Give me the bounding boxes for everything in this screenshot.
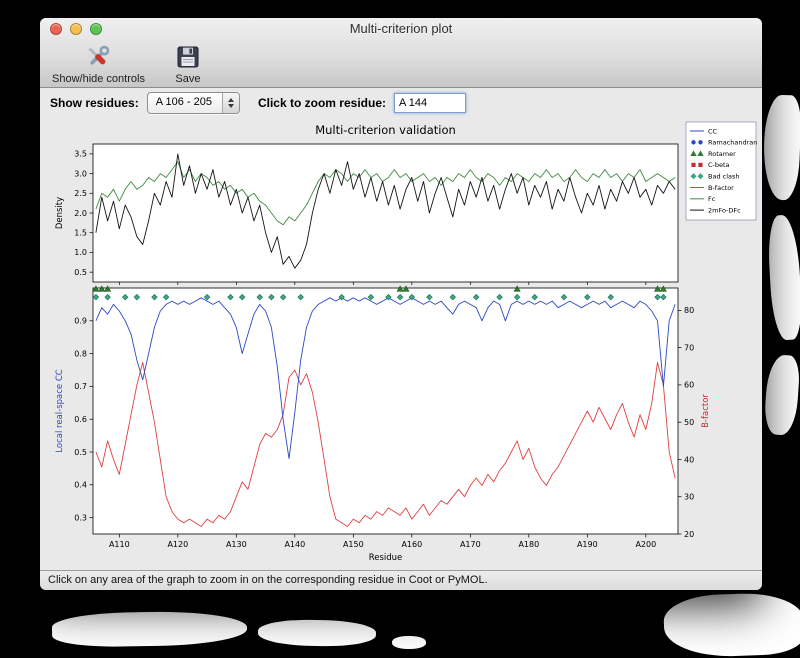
density-plot bbox=[95, 153, 676, 269]
svg-text:0.6: 0.6 bbox=[74, 415, 87, 424]
zoom-button[interactable] bbox=[90, 23, 102, 35]
background-artifact bbox=[662, 591, 800, 658]
svg-text:70: 70 bbox=[684, 343, 694, 352]
zoom-residue-input[interactable] bbox=[394, 93, 466, 113]
svg-text:0.5: 0.5 bbox=[74, 448, 87, 457]
controls-row: Show residues: A 106 - 205 Click to zoom… bbox=[40, 88, 762, 118]
svg-text:A110: A110 bbox=[109, 540, 130, 549]
svg-text:C-beta: C-beta bbox=[708, 161, 730, 169]
background-artifact bbox=[763, 353, 800, 437]
background-artifact bbox=[766, 214, 800, 341]
svg-text:1.0: 1.0 bbox=[74, 248, 87, 257]
svg-text:Ramachandran: Ramachandran bbox=[708, 139, 757, 147]
svg-text:40: 40 bbox=[684, 455, 694, 464]
stepper-up-icon bbox=[227, 98, 234, 102]
titlebar[interactable]: Multi-criterion plot bbox=[40, 18, 762, 40]
window-header: Multi-criterion plot S bbox=[40, 18, 762, 88]
bfactor-axis-label: B-factor bbox=[701, 394, 711, 428]
background-artifact bbox=[762, 94, 800, 201]
residue-axis-label: Residue bbox=[369, 553, 403, 563]
residue-range-dropdown[interactable]: A 106 - 205 bbox=[146, 92, 240, 114]
svg-text:Fc: Fc bbox=[708, 195, 716, 203]
svg-text:0.8: 0.8 bbox=[74, 349, 87, 358]
svg-text:A120: A120 bbox=[167, 540, 188, 549]
svg-text:CC: CC bbox=[708, 127, 718, 135]
multi-criterion-plot-canvas[interactable]: Multi-criterion validation 0.5 1.0 1.5 2.0 2.… bbox=[42, 118, 758, 570]
app-window: Multi-criterion plot S bbox=[40, 18, 762, 590]
outlier-markers bbox=[92, 285, 667, 301]
svg-text:A190: A190 bbox=[577, 540, 598, 549]
density-axis-label: Density bbox=[55, 197, 65, 229]
svg-text:1.5: 1.5 bbox=[74, 229, 87, 238]
svg-text:20: 20 bbox=[684, 530, 694, 539]
svg-text:Rotamer: Rotamer bbox=[708, 150, 736, 158]
svg-text:0.9: 0.9 bbox=[74, 317, 87, 326]
svg-text:0.5: 0.5 bbox=[74, 268, 87, 277]
save-button[interactable]: Save bbox=[175, 40, 201, 85]
svg-text:60: 60 bbox=[684, 381, 694, 390]
window-title: Multi-criterion plot bbox=[349, 21, 453, 36]
legend bbox=[685, 121, 757, 221]
svg-text:0.4: 0.4 bbox=[74, 481, 87, 490]
svg-text:A200: A200 bbox=[635, 540, 656, 549]
traffic-lights bbox=[50, 23, 102, 35]
svg-text:50: 50 bbox=[684, 418, 694, 427]
status-bar: Click on any area of the graph to zoom i… bbox=[40, 570, 762, 590]
svg-text:3.0: 3.0 bbox=[74, 169, 87, 178]
svg-text:3.5: 3.5 bbox=[74, 150, 87, 159]
tools-icon bbox=[83, 42, 113, 72]
cc-bfactor-plot bbox=[95, 297, 676, 527]
minimize-button[interactable] bbox=[70, 23, 82, 35]
svg-text:Bad clash: Bad clash bbox=[708, 173, 740, 181]
save-label: Save bbox=[175, 73, 201, 85]
figure-title: Multi-criterion validation bbox=[315, 123, 456, 137]
svg-text:A160: A160 bbox=[401, 540, 422, 549]
close-button[interactable] bbox=[50, 23, 62, 35]
zoom-residue-label: Click to zoom residue: bbox=[257, 96, 386, 110]
svg-text:A130: A130 bbox=[226, 540, 247, 549]
svg-text:0.7: 0.7 bbox=[74, 382, 87, 391]
residue-range-value: A 106 - 205 bbox=[155, 96, 212, 108]
svg-text:A150: A150 bbox=[343, 540, 364, 549]
svg-text:30: 30 bbox=[684, 493, 694, 502]
status-text: Click on any area of the graph to zoom i… bbox=[48, 574, 488, 586]
svg-text:0.3: 0.3 bbox=[74, 513, 87, 522]
toolbar: Show/hide controls Save bbox=[40, 40, 762, 88]
show-hide-controls-button[interactable]: Show/hide controls bbox=[52, 40, 145, 85]
svg-text:A170: A170 bbox=[460, 540, 481, 549]
svg-text:80: 80 bbox=[684, 306, 694, 315]
stepper[interactable] bbox=[221, 93, 239, 113]
cc-axis-label: Local real-space CC bbox=[55, 369, 65, 452]
svg-text:2.5: 2.5 bbox=[74, 189, 87, 198]
svg-text:A180: A180 bbox=[518, 540, 539, 549]
background-artifact bbox=[51, 610, 248, 648]
background-artifact bbox=[257, 618, 377, 648]
svg-text:2mFo-DFc: 2mFo-DFc bbox=[708, 206, 741, 214]
figure-area: Multi-criterion validation 0.5 1.0 1.5 2.0 2.… bbox=[42, 118, 758, 570]
stepper-down-icon bbox=[227, 104, 234, 108]
svg-text:2.0: 2.0 bbox=[74, 209, 87, 218]
show-residues-label: Show residues: bbox=[50, 96, 139, 110]
background-artifact bbox=[392, 636, 426, 649]
svg-text:B-factor: B-factor bbox=[708, 184, 734, 192]
svg-text:A140: A140 bbox=[284, 540, 305, 549]
show-hide-controls-label: Show/hide controls bbox=[52, 73, 145, 85]
floppy-icon bbox=[175, 42, 201, 72]
